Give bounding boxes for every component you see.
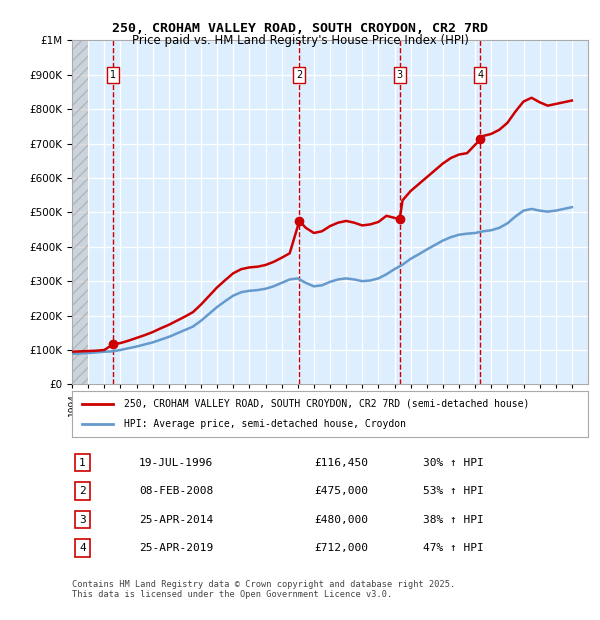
Text: £475,000: £475,000 <box>314 486 368 496</box>
Text: 08-FEB-2008: 08-FEB-2008 <box>139 486 214 496</box>
Text: 4: 4 <box>79 543 86 553</box>
Text: 19-JUL-1996: 19-JUL-1996 <box>139 458 214 467</box>
Text: 3: 3 <box>79 515 86 525</box>
Text: Price paid vs. HM Land Registry's House Price Index (HPI): Price paid vs. HM Land Registry's House … <box>131 34 469 47</box>
Text: 1: 1 <box>79 458 86 467</box>
Text: 38% ↑ HPI: 38% ↑ HPI <box>423 515 484 525</box>
Text: 250, CROHAM VALLEY ROAD, SOUTH CROYDON, CR2 7RD (semi-detached house): 250, CROHAM VALLEY ROAD, SOUTH CROYDON, … <box>124 399 529 409</box>
Text: 4: 4 <box>477 69 484 80</box>
Text: 3: 3 <box>397 69 403 80</box>
Text: 2: 2 <box>79 486 86 496</box>
Text: £480,000: £480,000 <box>314 515 368 525</box>
Text: HPI: Average price, semi-detached house, Croydon: HPI: Average price, semi-detached house,… <box>124 419 406 429</box>
Text: 47% ↑ HPI: 47% ↑ HPI <box>423 543 484 553</box>
Bar <box>72 40 88 384</box>
Text: 2: 2 <box>296 69 302 80</box>
Text: £712,000: £712,000 <box>314 543 368 553</box>
Text: 25-APR-2014: 25-APR-2014 <box>139 515 214 525</box>
Text: 25-APR-2019: 25-APR-2019 <box>139 543 214 553</box>
Text: 250, CROHAM VALLEY ROAD, SOUTH CROYDON, CR2 7RD: 250, CROHAM VALLEY ROAD, SOUTH CROYDON, … <box>112 22 488 35</box>
Text: 1: 1 <box>110 69 116 80</box>
Text: 53% ↑ HPI: 53% ↑ HPI <box>423 486 484 496</box>
Text: Contains HM Land Registry data © Crown copyright and database right 2025.
This d: Contains HM Land Registry data © Crown c… <box>72 580 455 599</box>
Text: £116,450: £116,450 <box>314 458 368 467</box>
Text: 30% ↑ HPI: 30% ↑ HPI <box>423 458 484 467</box>
